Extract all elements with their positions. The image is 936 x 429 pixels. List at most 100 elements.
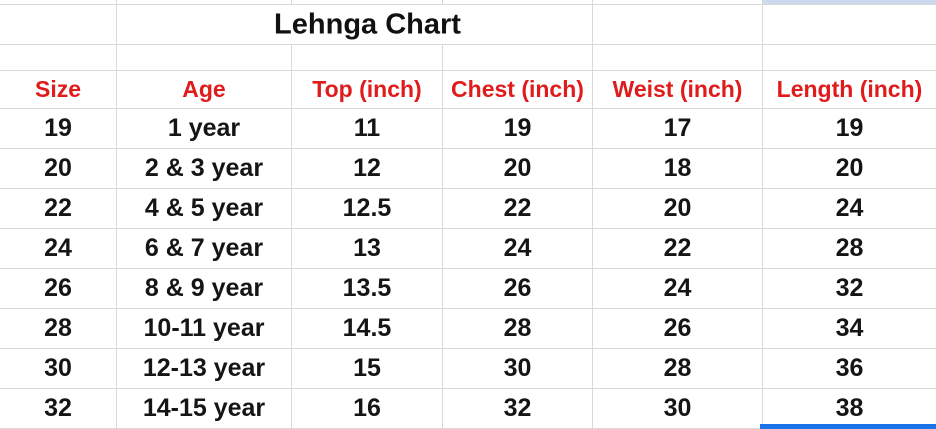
cell-value: 24	[503, 234, 532, 262]
cell-value: 28	[663, 354, 692, 382]
table-cell[interactable]: 12-13 year	[117, 349, 292, 388]
table-cell[interactable]	[443, 45, 593, 70]
table-cell[interactable]: 32	[443, 389, 593, 428]
table-cell[interactable]: 12.5	[292, 189, 443, 228]
table-cell[interactable]	[117, 0, 292, 4]
table-cell[interactable]: 24	[0, 229, 117, 268]
title-cell[interactable]: Lehnga Chart	[274, 5, 461, 44]
table-cell[interactable]: 20	[443, 149, 593, 188]
table-cell[interactable]: 15	[292, 349, 443, 388]
cell-value: 38	[835, 394, 864, 422]
table-cell[interactable]: 26	[593, 309, 763, 348]
selection-border-bottom	[760, 424, 936, 429]
cell-value: 30	[663, 394, 692, 422]
table-cell[interactable]	[117, 5, 292, 44]
table-cell[interactable]	[763, 5, 936, 44]
table-cell[interactable]: 38	[763, 389, 936, 428]
table-cell[interactable]	[0, 5, 117, 44]
cell-value: 12-13 year	[142, 354, 266, 382]
cell-value: 16	[353, 394, 381, 422]
cell-value: 32	[835, 274, 864, 302]
cell-value: 8 & 9 year	[144, 274, 264, 302]
table-cell[interactable]: 14-15 year	[117, 389, 292, 428]
table-cell[interactable]: 8 & 9 year	[117, 269, 292, 308]
table-row: 24 6 & 7 year 13 24 22 28	[0, 229, 936, 269]
table-cell[interactable]	[0, 45, 117, 70]
table-row: 32 14-15 year 16 32 30 38	[0, 389, 936, 429]
table-cell[interactable]: 19	[763, 109, 936, 148]
table-cell[interactable]: 24	[443, 229, 593, 268]
table-cell[interactable]: 28	[443, 309, 593, 348]
cell-value: 13	[353, 234, 381, 262]
table-cell[interactable]: 13	[292, 229, 443, 268]
table-cell[interactable]: 22	[0, 189, 117, 228]
cell-value: 22	[44, 194, 72, 222]
table-cell[interactable]: 12	[292, 149, 443, 188]
table-cell[interactable]: 20	[0, 149, 117, 188]
table-cell[interactable]: 24	[593, 269, 763, 308]
cell-value: 32	[44, 394, 72, 422]
header-cell-length[interactable]: Length (inch)	[763, 71, 936, 108]
table-cell[interactable]: 30	[0, 349, 117, 388]
header-cell-chest[interactable]: Chest (inch)	[443, 71, 593, 108]
table-cell[interactable]	[593, 5, 763, 44]
table-cell[interactable]	[292, 45, 443, 70]
table-cell[interactable]	[0, 0, 117, 4]
cell-value: 26	[44, 274, 72, 302]
table-cell[interactable]	[763, 45, 936, 70]
table-cell[interactable]: 19	[0, 109, 117, 148]
table-cell[interactable]: 2 & 3 year	[117, 149, 292, 188]
table-cell[interactable]: 19	[443, 109, 593, 148]
table-cell[interactable]	[443, 5, 593, 44]
table-cell[interactable]: 20	[763, 149, 936, 188]
table-cell[interactable]: 32	[0, 389, 117, 428]
page-title: Lehnga Chart	[274, 8, 461, 40]
cell-value: 26	[663, 314, 692, 342]
table-cell[interactable]: 11	[292, 109, 443, 148]
cell-value: 34	[835, 314, 864, 342]
header-cell-weist[interactable]: Weist (inch)	[593, 71, 763, 108]
selection-fill-sliver[interactable]	[763, 0, 936, 4]
cell-value: 13.5	[342, 274, 392, 302]
table-cell[interactable]	[593, 0, 763, 4]
table-cell[interactable]: 22	[593, 229, 763, 268]
table-cell[interactable]: 28	[593, 349, 763, 388]
table-cell[interactable]	[443, 0, 593, 4]
table-cell[interactable]: 34	[763, 309, 936, 348]
cell-value: 28	[44, 314, 72, 342]
cell-value: 1 year	[167, 114, 241, 142]
table-cell[interactable]: 28	[763, 229, 936, 268]
header-label: Size	[34, 76, 82, 102]
table-cell[interactable]: 36	[763, 349, 936, 388]
table-cell[interactable]: 13.5	[292, 269, 443, 308]
table-row: 30 12-13 year 15 30 28 36	[0, 349, 936, 389]
table-cell[interactable]: 30	[443, 349, 593, 388]
cell-value: 4 & 5 year	[144, 194, 264, 222]
table-cell[interactable]: 22	[443, 189, 593, 228]
table-cell[interactable]: 10-11 year	[117, 309, 292, 348]
table-cell[interactable]: 26	[0, 269, 117, 308]
table-cell[interactable]: 4 & 5 year	[117, 189, 292, 228]
cell-value: 28	[835, 234, 864, 262]
table-cell[interactable]: 26	[443, 269, 593, 308]
table-cell[interactable]: 14.5	[292, 309, 443, 348]
table-cell[interactable]	[593, 45, 763, 70]
table-cell[interactable]: 6 & 7 year	[117, 229, 292, 268]
header-cell-top[interactable]: Top (inch)	[292, 71, 443, 108]
table-cell[interactable]	[292, 0, 443, 4]
table-cell[interactable]: 16	[292, 389, 443, 428]
cell-value: 22	[663, 234, 692, 262]
table-cell[interactable]	[117, 45, 292, 70]
table-cell[interactable]: 28	[0, 309, 117, 348]
table-cell[interactable]: 18	[593, 149, 763, 188]
table-cell[interactable]: 32	[763, 269, 936, 308]
table-cell[interactable]: 24	[763, 189, 936, 228]
table-cell[interactable]: 17	[593, 109, 763, 148]
header-cell-age[interactable]: Age	[117, 71, 292, 108]
cell-value: 22	[503, 194, 532, 222]
table-cell[interactable]: 30	[593, 389, 763, 428]
header-cell-size[interactable]: Size	[0, 71, 117, 108]
table-cell[interactable]: 1 year	[117, 109, 292, 148]
table-cell[interactable]: 20	[593, 189, 763, 228]
